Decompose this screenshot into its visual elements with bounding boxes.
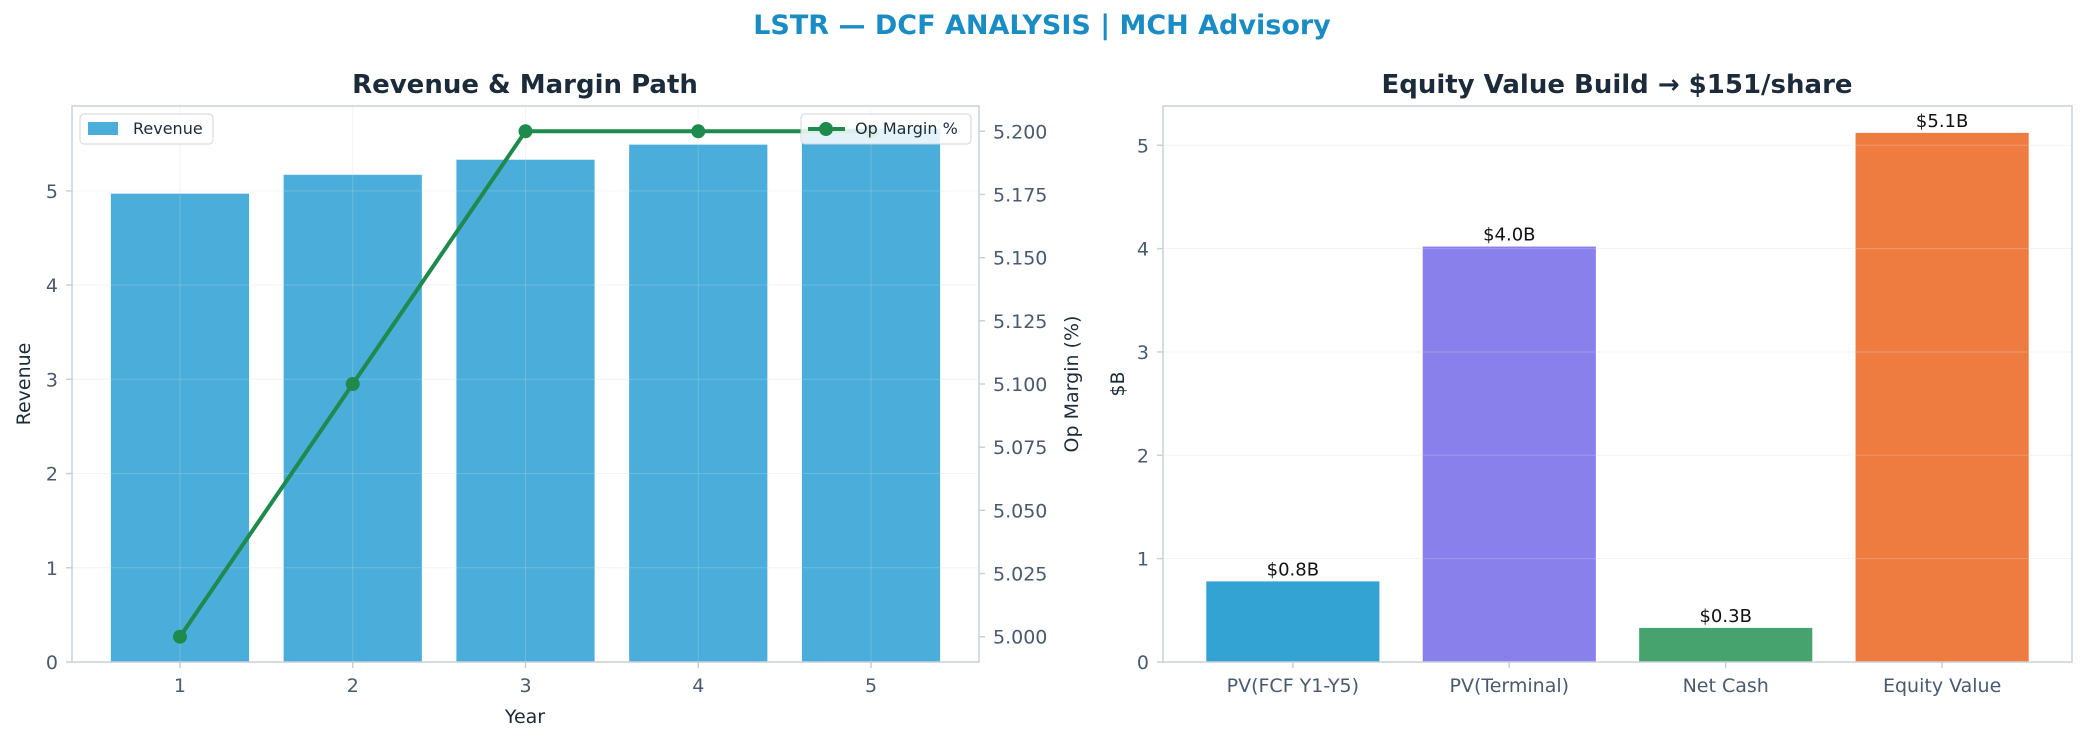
revenue-bar xyxy=(110,193,250,662)
equity-bar xyxy=(1639,627,1813,662)
left-axes: 0 1 2 3 4 5 1 2 3 4 5 5.000 5.025 5.050 5.075 5.100 5.12… xyxy=(46,105,1047,697)
equity-x-tick-label: PV(FCF Y1-Y5) xyxy=(1227,675,1359,697)
left-y-tick-label: 2 xyxy=(46,464,58,486)
left-y-tick-label: 4 xyxy=(46,275,58,297)
equity-x-tick-label: Net Cash xyxy=(1683,675,1769,697)
right-y-tick-label: 5.100 xyxy=(993,374,1047,396)
equity-axes: 0 1 2 3 4 5 PV(FCF Y1-Y5) PV(Terminal) Net Cash E… xyxy=(1137,105,2073,697)
left-x-tick-label: 3 xyxy=(519,675,531,697)
revenue-legend-label: Revenue xyxy=(133,119,203,138)
equity-bar-label: $4.0B xyxy=(1483,225,1535,246)
right-y-tick-label: 5.000 xyxy=(993,627,1047,649)
right-y-tick-label: 5.025 xyxy=(993,564,1047,586)
equity-y-axis-label: $B xyxy=(1107,371,1129,396)
equity-y-tick-label: 5 xyxy=(1137,135,1149,157)
revenue-bars xyxy=(72,106,979,663)
margin-legend: Op Margin % xyxy=(800,113,972,145)
equity-build-chart: Equity Value Build → $151/share $0.8B $4.… xyxy=(1107,70,2073,697)
equity-y-tick-label: 2 xyxy=(1137,445,1149,467)
equity-y-tick-label: 3 xyxy=(1137,342,1149,364)
margin-legend-marker xyxy=(819,122,833,136)
left-y-tick-label: 0 xyxy=(46,652,58,674)
right-y-tick-label: 5.075 xyxy=(993,437,1047,459)
revenue-bar xyxy=(456,159,595,662)
op-margin-point xyxy=(518,124,533,139)
left-x-tick-label: 4 xyxy=(692,675,704,697)
equity-x-tick-label: PV(Terminal) xyxy=(1449,675,1569,697)
equity-bar xyxy=(1855,132,2029,663)
margin-legend-label: Op Margin % xyxy=(855,119,958,138)
op-margin-point xyxy=(345,377,360,391)
right-chart-title: Equity Value Build → $151/share xyxy=(1381,70,1852,100)
revenue-legend-box xyxy=(79,113,214,145)
revenue-margin-chart: Revenue & Margin Path 0 1 2 3 4 5 1 2 3 4 5 5.000 5.… xyxy=(13,70,1083,728)
equity-x-tick-label: Equity Value xyxy=(1883,675,2001,697)
equity-bar-label: $0.8B xyxy=(1267,559,1319,580)
right-y-tick-label: 5.125 xyxy=(993,311,1047,333)
revenue-legend-swatch xyxy=(88,122,118,135)
equity-y-tick-label: 0 xyxy=(1137,652,1149,674)
left-y-tick-label: 3 xyxy=(46,369,58,391)
figure-suptitle: LSTR — DCF ANALYSIS | MCH Advisory xyxy=(753,10,1331,41)
equity-bar xyxy=(1422,246,1596,663)
equity-y-tick-label: 4 xyxy=(1137,239,1149,261)
revenue-bar xyxy=(801,128,941,662)
revenue-legend: Revenue xyxy=(79,113,214,145)
right-y-tick-label: 5.050 xyxy=(993,500,1047,522)
equity-plot-frame xyxy=(1162,105,2073,663)
equity-bar-label: $5.1B xyxy=(1916,111,1968,132)
left-y-axis-label: Revenue xyxy=(13,343,35,426)
equity-bar xyxy=(1206,581,1380,662)
left-x-tick-label: 5 xyxy=(865,675,877,697)
op-margin-point xyxy=(172,629,187,644)
left-x-tick-label: 2 xyxy=(347,675,359,697)
right-y-tick-label: 5.150 xyxy=(993,248,1047,270)
right-y-tick-label: 5.175 xyxy=(993,184,1047,206)
left-y-tick-label: 1 xyxy=(46,558,58,580)
equity-y-tick-label: 1 xyxy=(1137,549,1149,571)
right-y-axis-label: Op Margin (%) xyxy=(1061,316,1083,453)
left-x-tick-label: 1 xyxy=(174,675,186,697)
equity-bars: $0.8B $4.0B $0.3B $5.1B xyxy=(1163,111,2072,663)
op-margin-point xyxy=(691,124,706,139)
margin-legend-box xyxy=(800,113,972,145)
equity-bar-label: $0.3B xyxy=(1699,606,1751,627)
right-y-tick-label: 5.200 xyxy=(993,121,1047,143)
revenue-bar xyxy=(283,174,422,662)
left-chart-title: Revenue & Margin Path xyxy=(352,70,698,100)
left-x-axis-label: Year xyxy=(504,706,545,728)
left-y-tick-label: 5 xyxy=(46,181,58,203)
revenue-bar xyxy=(629,144,768,663)
